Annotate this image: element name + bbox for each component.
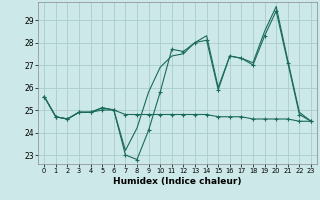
X-axis label: Humidex (Indice chaleur): Humidex (Indice chaleur) bbox=[113, 177, 242, 186]
